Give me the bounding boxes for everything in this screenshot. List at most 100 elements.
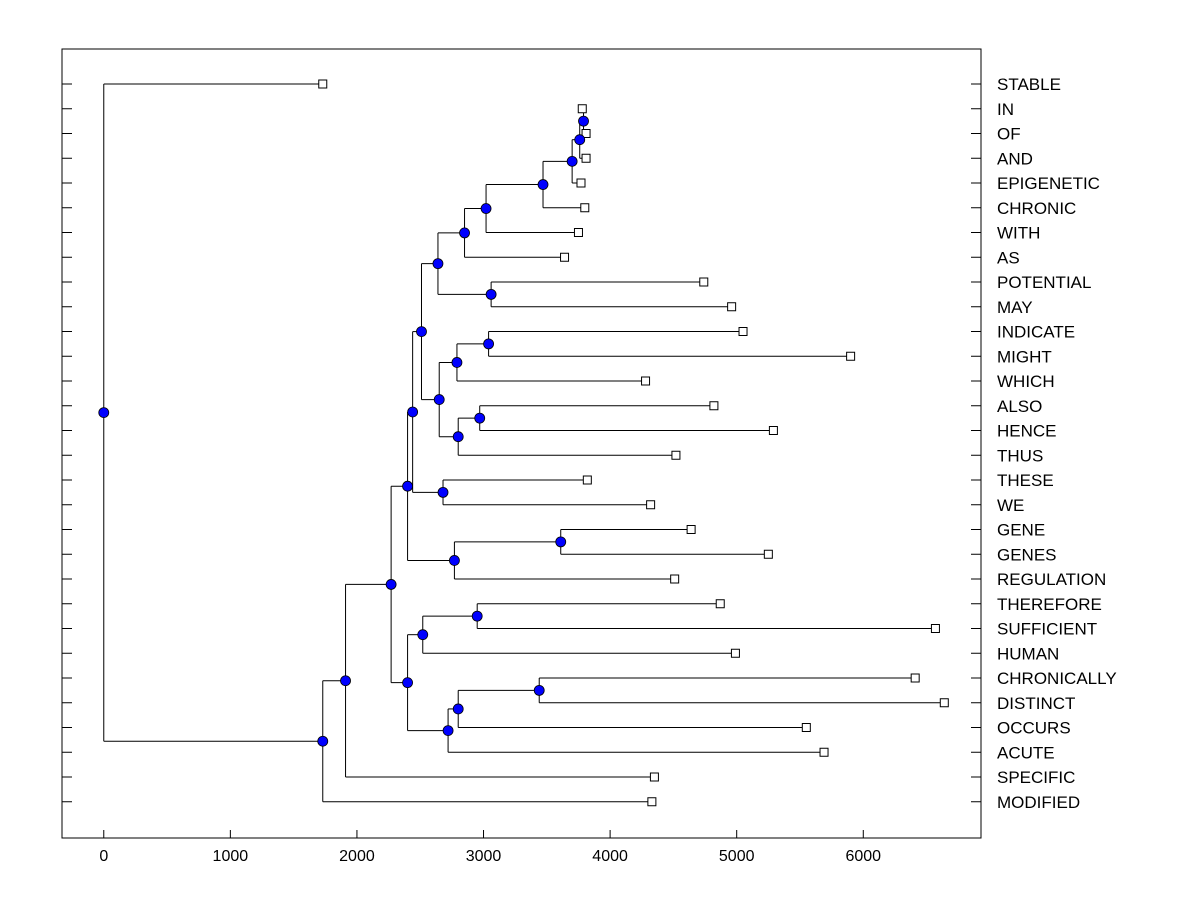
- merge-node: [385, 579, 397, 590]
- leaf-label: THEREFORE: [997, 595, 1102, 614]
- merge-node: [98, 407, 110, 419]
- leaf-marker: [819, 747, 829, 757]
- leaf-label: ALSO: [997, 397, 1042, 416]
- leaf-marker: [646, 500, 656, 510]
- leaf-layer: [318, 79, 949, 807]
- leaf-marker: [801, 723, 811, 732]
- x-tick-label: 0: [99, 848, 108, 865]
- leaf-marker: [576, 178, 586, 188]
- leaf-label: OCCURS: [997, 719, 1071, 738]
- merge-node: [485, 288, 497, 300]
- merge-node: [537, 179, 549, 190]
- merge-node: [483, 338, 494, 350]
- leaf-marker: [846, 351, 856, 361]
- branch-layer: [103, 83, 945, 803]
- leaf-label: WE: [997, 496, 1024, 515]
- leaf-label: CHRONICALLY: [997, 669, 1117, 688]
- merge-node: [451, 357, 463, 368]
- leaf-label: HUMAN: [997, 644, 1059, 663]
- leaf-marker: [641, 376, 651, 386]
- leaf-marker: [573, 228, 583, 237]
- leaf-label: REGULATION: [997, 570, 1106, 589]
- leaf-marker: [577, 104, 587, 114]
- node-layer: [98, 115, 589, 747]
- merge-node: [555, 536, 567, 548]
- merge-node: [480, 203, 492, 214]
- leaf-label: WHICH: [997, 372, 1055, 391]
- leaf-label: POTENTIAL: [997, 273, 1091, 292]
- axis-layer: 0 1000 2000 3000 4000 5000 6000: [61, 48, 982, 865]
- leaf-marker: [715, 599, 725, 609]
- leaf-marker: [318, 79, 328, 89]
- x-tick-label: 6000: [845, 848, 881, 865]
- merge-node: [452, 703, 464, 715]
- merge-node: [340, 675, 351, 687]
- leaf-marker: [699, 277, 709, 287]
- merge-node: [442, 725, 454, 736]
- leaf-marker: [709, 401, 719, 411]
- leaf-marker: [671, 450, 681, 460]
- leaf-label: SUFFICIENT: [997, 620, 1097, 639]
- leaf-marker: [930, 624, 940, 633]
- merge-node: [566, 155, 578, 167]
- leaf-label: AS: [997, 248, 1020, 267]
- merge-node: [437, 486, 449, 498]
- leaf-marker: [730, 648, 740, 658]
- leaf-label: IN: [997, 100, 1014, 119]
- leaf-label: MIGHT: [997, 347, 1052, 366]
- leaf-marker: [670, 574, 680, 584]
- leaf-label: AND: [997, 149, 1033, 168]
- merge-node: [578, 115, 589, 127]
- merge-node: [459, 227, 470, 239]
- leaf-marker: [580, 203, 590, 213]
- merge-node: [574, 134, 586, 146]
- leaf-marker: [649, 772, 659, 782]
- leaf-marker: [560, 252, 570, 262]
- leaf-label: DISTINCT: [997, 694, 1075, 713]
- leaf-marker: [763, 549, 773, 559]
- merge-node: [433, 394, 445, 405]
- leaf-marker: [727, 302, 737, 312]
- label-layer: STABLE IN OF AND EPIGENETIC CHRONIC WITH AS POTE…: [997, 75, 1117, 812]
- leaf-label: GENES: [997, 545, 1057, 564]
- leaf-marker: [582, 475, 592, 485]
- leaf-marker: [768, 426, 778, 435]
- merge-node: [417, 629, 429, 641]
- leaf-label: SPECIFIC: [997, 768, 1075, 787]
- leaf-marker: [910, 673, 920, 683]
- x-tick-label: 3000: [466, 848, 502, 865]
- merge-node: [317, 735, 329, 747]
- merge-node: [471, 610, 483, 622]
- merge-node: [402, 480, 413, 492]
- merge-node: [416, 326, 427, 337]
- leaf-label: ACUTE: [997, 743, 1055, 762]
- merge-node: [407, 406, 419, 418]
- leaf-label: HENCE: [997, 422, 1057, 441]
- leaf-marker: [738, 327, 748, 336]
- leaf-label: THUS: [997, 446, 1043, 465]
- leaf-marker: [939, 698, 949, 708]
- leaf-marker: [581, 129, 591, 138]
- leaf-marker: [686, 525, 696, 534]
- leaf-label: INDICATE: [997, 323, 1075, 342]
- leaf-marker: [647, 797, 657, 807]
- leaf-label: EPIGENETIC: [997, 174, 1100, 193]
- leaf-label: OF: [997, 125, 1021, 144]
- leaf-label: MAY: [997, 298, 1033, 317]
- merge-node: [474, 412, 486, 424]
- leaf-label: MODIFIED: [997, 793, 1080, 812]
- x-tick-label: 4000: [592, 848, 628, 865]
- leaf-label: THESE: [997, 471, 1054, 490]
- merge-node: [533, 684, 545, 696]
- merge-node: [449, 555, 460, 566]
- plot-frame: [61, 48, 982, 839]
- merge-node: [432, 258, 444, 270]
- x-tick-label: 5000: [719, 848, 755, 865]
- leaf-label: WITH: [997, 224, 1040, 243]
- leaf-label: GENE: [997, 521, 1045, 540]
- leaf-label: CHRONIC: [997, 199, 1076, 218]
- leaf-label: STABLE: [997, 75, 1061, 94]
- leaf-marker: [581, 153, 591, 163]
- x-tick-label: 1000: [213, 848, 249, 865]
